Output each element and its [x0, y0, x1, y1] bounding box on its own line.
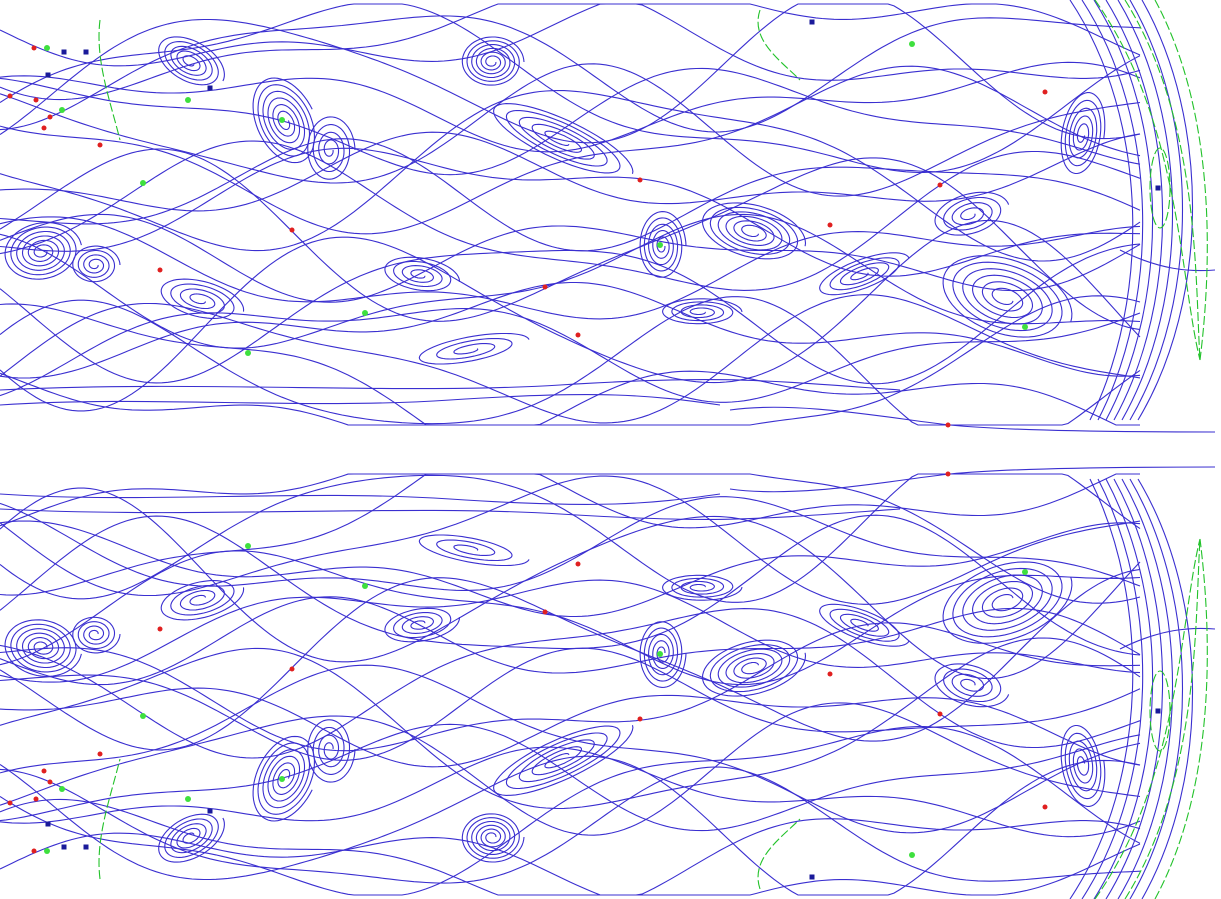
saddle-point — [946, 423, 951, 428]
saddle-point — [576, 333, 581, 338]
saddle-point — [938, 183, 943, 188]
center-point — [279, 117, 285, 123]
saddle-point — [158, 268, 163, 273]
saddle-point — [543, 610, 548, 615]
node-point — [1156, 709, 1161, 714]
saddle-point — [8, 94, 13, 99]
center-point — [185, 97, 191, 103]
center-point — [279, 776, 285, 782]
center-point — [909, 41, 915, 47]
saddle-point — [8, 801, 13, 806]
saddle-point — [42, 769, 47, 774]
background — [0, 0, 1221, 899]
saddle-point — [828, 223, 833, 228]
center-point — [185, 796, 191, 802]
node-point — [810, 20, 815, 25]
node-point — [84, 50, 89, 55]
center-point — [657, 651, 663, 657]
center-point — [362, 583, 368, 589]
saddle-point — [638, 178, 643, 183]
node-point — [84, 845, 89, 850]
node-point — [1156, 186, 1161, 191]
saddle-point — [34, 98, 39, 103]
saddle-point — [42, 126, 47, 131]
saddle-point — [98, 752, 103, 757]
page: (() => { const data = JSON.parse(documen… — [0, 0, 1221, 899]
center-point — [140, 713, 146, 719]
saddle-point — [543, 285, 548, 290]
saddle-point — [48, 780, 53, 785]
center-point — [909, 852, 915, 858]
saddle-point — [576, 562, 581, 567]
center-point — [44, 848, 50, 854]
saddle-point — [98, 143, 103, 148]
node-point — [46, 822, 51, 827]
saddle-point — [290, 228, 295, 233]
saddle-point — [48, 115, 53, 120]
center-point — [245, 543, 251, 549]
saddle-point — [158, 627, 163, 632]
node-point — [62, 50, 67, 55]
saddle-point — [32, 46, 37, 51]
node-point — [62, 845, 67, 850]
center-point — [140, 180, 146, 186]
center-point — [1022, 324, 1028, 330]
center-point — [1022, 569, 1028, 575]
saddle-point — [938, 712, 943, 717]
node-point — [46, 73, 51, 78]
node-point — [810, 875, 815, 880]
center-point — [657, 242, 663, 248]
saddle-point — [1043, 805, 1048, 810]
center-point — [59, 107, 65, 113]
center-point — [59, 786, 65, 792]
node-point — [208, 809, 213, 814]
saddle-point — [828, 672, 833, 677]
center-point — [44, 45, 50, 51]
saddle-point — [32, 849, 37, 854]
streamline-figure — [0, 0, 1221, 899]
center-point — [245, 350, 251, 356]
node-point — [208, 86, 213, 91]
saddle-point — [638, 717, 643, 722]
saddle-point — [1043, 90, 1048, 95]
saddle-point — [34, 797, 39, 802]
center-point — [362, 310, 368, 316]
saddle-point — [290, 667, 295, 672]
saddle-point — [946, 472, 951, 477]
